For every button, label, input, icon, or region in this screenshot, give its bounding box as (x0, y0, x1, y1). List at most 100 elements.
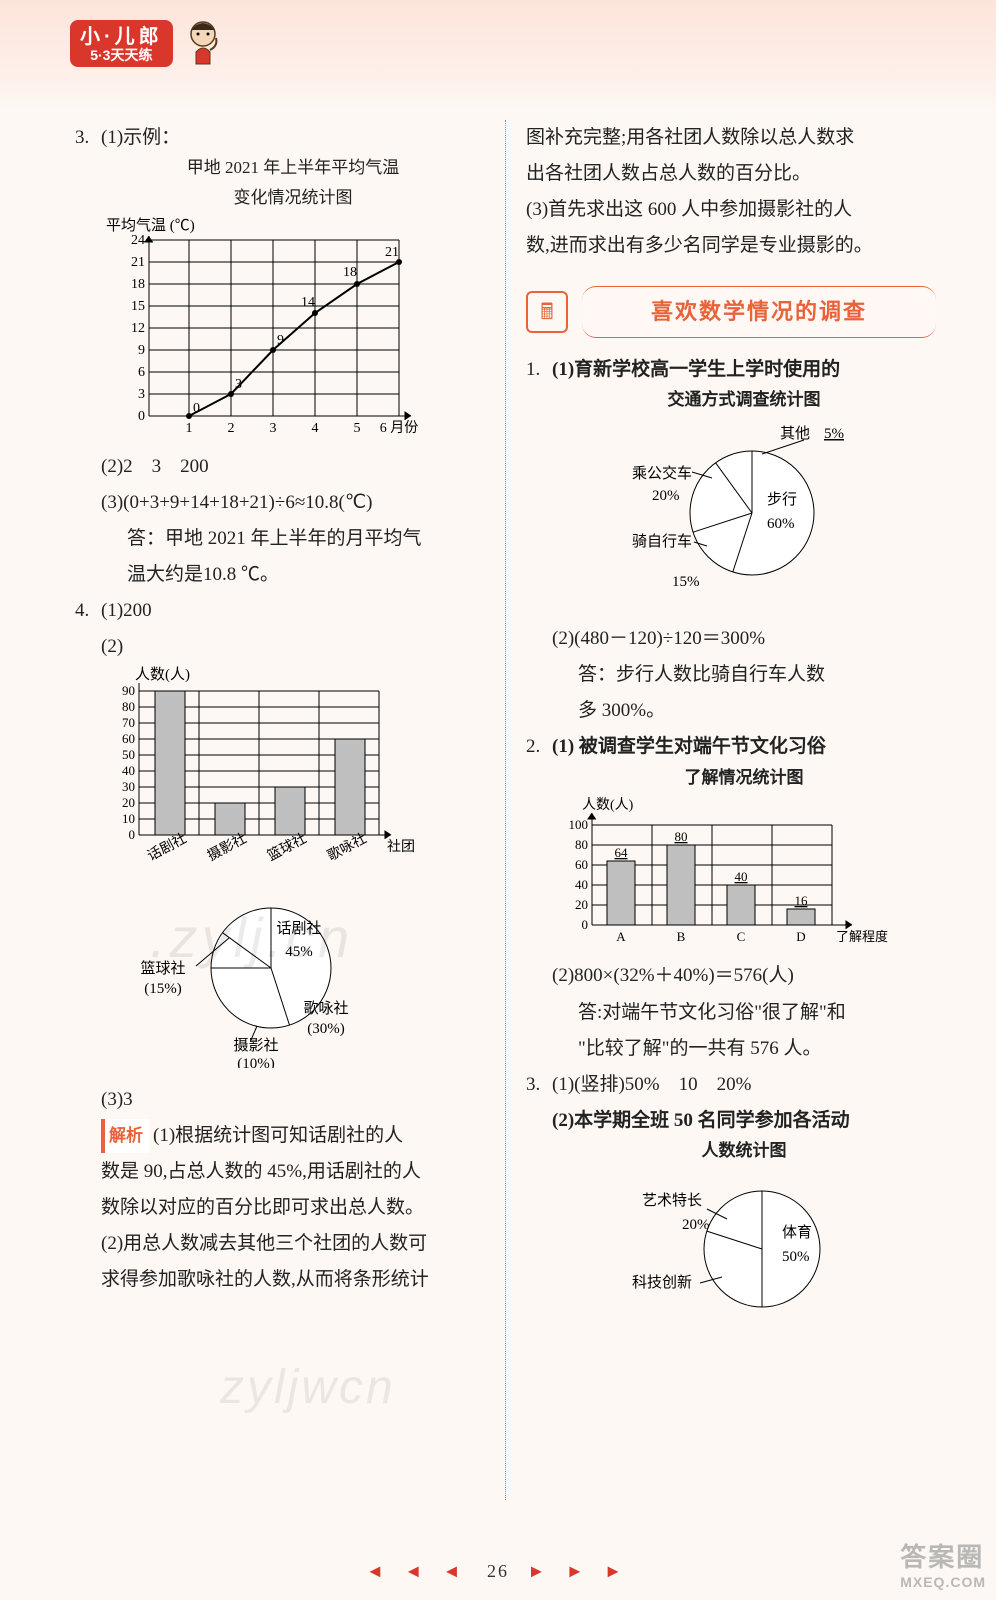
svg-text:歌咏社: 歌咏社 (303, 1000, 348, 1017)
svg-text:40: 40 (122, 763, 135, 778)
r-q1-p1l2: 交通方式调查统计图 (552, 388, 936, 412)
corner-wm-bot: MXEQ.COM (900, 1574, 986, 1590)
calculator-icon: 🖩 (526, 291, 568, 333)
r-q1-p2l2: 答：步行人数比骑自行车人数 (552, 657, 936, 693)
r-q1-p2l1: (2)(480－120)÷120＝300% (552, 621, 936, 657)
logo-top-text: 小·儿郎 (80, 26, 163, 48)
svg-text:D: D (796, 929, 805, 944)
svg-text:80: 80 (122, 699, 135, 714)
footer-deco-l: ◄ ◄ ◄ (366, 1561, 468, 1581)
r-q3-number: 3. (526, 1067, 552, 1332)
svg-text:艺术特长: 艺术特长 (642, 1192, 702, 1209)
svg-text:骑自行车: 骑自行车 (632, 533, 692, 550)
svg-text:14: 14 (301, 295, 315, 310)
svg-text:6 月份: 6 月份 (380, 420, 419, 436)
r-q2-p2l3: "比较了解"的一共有 576 人。 (552, 1031, 936, 1067)
r-q1: 1. (1)育新学校高一学生上学时使用的 交通方式调查统计图 (526, 352, 936, 729)
svg-text:20: 20 (575, 897, 588, 912)
svg-text:60%: 60% (767, 516, 795, 532)
svg-text:摄影社: 摄影社 (233, 1037, 278, 1054)
q3: 3. (1)示例： 甲地 2021 年上半年平均气温 变化情况统计图 平均气温 … (75, 120, 485, 593)
svg-text:话剧社: 话剧社 (276, 920, 321, 937)
q4-a1: (1)根据统计图可知话剧社的人 (153, 1125, 403, 1146)
svg-text:4: 4 (312, 421, 319, 436)
q4-pie-chart: 话剧社45% 歌咏社(30%) 摄影社(10%) 篮球社(15%) (101, 878, 421, 1068)
svg-text:社团: 社团 (387, 839, 415, 855)
svg-text:话剧社: 话剧社 (145, 831, 190, 865)
svg-text:1: 1 (186, 421, 193, 436)
corner-wm-top: 答案圈 (900, 1542, 984, 1572)
svg-text:100: 100 (569, 817, 589, 832)
q3-p3-l2: 答：甲地 2021 年上半年的月平均气 (101, 521, 485, 557)
mascot-icon (178, 16, 228, 66)
page-footer: ◄ ◄ ◄ 26 ► ► ► (0, 1561, 996, 1582)
svg-text:(10%): (10%) (237, 1056, 275, 1068)
q4-a5: 求得参加歌咏社的人数,从而将条形统计 (101, 1262, 485, 1298)
r-q3-p2l1: (2)本学期全班 50 名同学参加各活动 (552, 1103, 936, 1139)
svg-text:80: 80 (675, 829, 688, 844)
svg-text:30: 30 (122, 779, 135, 794)
svg-text:21: 21 (131, 255, 145, 270)
r-q2-p1l2: 了解情况统计图 (552, 766, 936, 790)
svg-text:乘公交车: 乘公交车 (632, 464, 692, 482)
q4-a4: (2)用总人数减去其他三个社团的人数可 (101, 1226, 485, 1262)
svg-text:40: 40 (575, 877, 588, 892)
svg-text:了解程度: 了解程度 (836, 929, 888, 944)
svg-text:A: A (616, 929, 626, 944)
q3-number: 3. (75, 120, 101, 593)
cont-l3: (3)首先求出这 600 人中参加摄影社的人 (526, 192, 936, 228)
svg-text:5%: 5% (824, 426, 844, 442)
r-q3-p1: (1)(竖排)50% 10 20% (552, 1067, 936, 1103)
q3-p2: (2)2 3 200 (101, 449, 485, 485)
svg-text:B: B (677, 929, 686, 944)
logo-bottom-text: 5·3天天练 (80, 48, 163, 63)
r-q2-bar-chart: 人数(人) 0 20 40 60 80 100 (552, 795, 892, 945)
svg-text:0: 0 (193, 401, 200, 416)
section-banner: 🖩 喜欢数学情况的调查 (526, 286, 936, 338)
svg-text:(30%): (30%) (307, 1021, 345, 1037)
r-q2-p2l2: 答:对端午节文化习俗"很了解"和 (552, 995, 936, 1031)
svg-text:24: 24 (131, 233, 145, 248)
svg-text:21: 21 (385, 245, 399, 260)
page-number: 26 (487, 1561, 509, 1581)
svg-text:16: 16 (795, 893, 809, 908)
svg-text:0: 0 (138, 409, 145, 424)
q4-number: 4. (75, 593, 101, 1298)
q3-chart-title-2: 变化情况统计图 (101, 186, 485, 210)
r-q3-p2l2: 人数统计图 (552, 1139, 936, 1163)
svg-text:50: 50 (122, 747, 135, 762)
q4-p1: (1)200 (101, 593, 485, 629)
svg-text:步行: 步行 (767, 491, 797, 508)
r-q2-p2l1: (2)800×(32%＋40%)＝576(人) (552, 958, 936, 994)
q4-p3: (3)3 (101, 1082, 485, 1118)
svg-text:20%: 20% (682, 1217, 710, 1233)
page-header: 小·儿郎 5·3天天练 (0, 0, 996, 110)
svg-text:体育: 体育 (782, 1224, 812, 1241)
svg-text:40: 40 (735, 869, 748, 884)
brand-logo: 小·儿郎 5·3天天练 (70, 20, 173, 67)
svg-text:12: 12 (131, 321, 145, 336)
q3-chart-title-1: 甲地 2021 年上半年平均气温 (101, 156, 485, 180)
r-q3-pie-chart: 体育50% 艺术特长20% 科技创新 (552, 1169, 892, 1319)
r-q1-number: 1. (526, 352, 552, 729)
svg-text:人数(人): 人数(人) (582, 797, 634, 813)
q4-bar-chart: 人数(人) 0 10 20 30 40 50 60 70 (101, 665, 421, 865)
svg-text:篮球社: 篮球社 (265, 831, 310, 865)
svg-text:20: 20 (122, 795, 135, 810)
svg-text:科技创新: 科技创新 (632, 1274, 692, 1291)
svg-text:9: 9 (277, 333, 284, 348)
svg-text:摄影社: 摄影社 (205, 831, 250, 865)
q3-line-chart: 平均气温 (℃) 0 3 6 9 12 (101, 216, 431, 436)
q3-p1: (1)示例： (101, 120, 485, 156)
r-q2-number: 2. (526, 729, 552, 1066)
svg-text:64: 64 (615, 845, 629, 860)
svg-text:歌咏社: 歌咏社 (325, 831, 370, 865)
svg-text:18: 18 (343, 265, 357, 280)
svg-text:90: 90 (122, 683, 135, 698)
svg-text:3: 3 (270, 421, 277, 436)
section-title: 喜欢数学情况的调查 (582, 286, 936, 338)
svg-text:20%: 20% (652, 488, 680, 504)
svg-text:5: 5 (354, 421, 361, 436)
corner-watermark: 答案圈 MXEQ.COM (900, 1537, 986, 1590)
right-column: 图补充完整;用各社团人数除以总人数求 出各社团人数占总人数的百分比。 (3)首先… (506, 120, 936, 1500)
